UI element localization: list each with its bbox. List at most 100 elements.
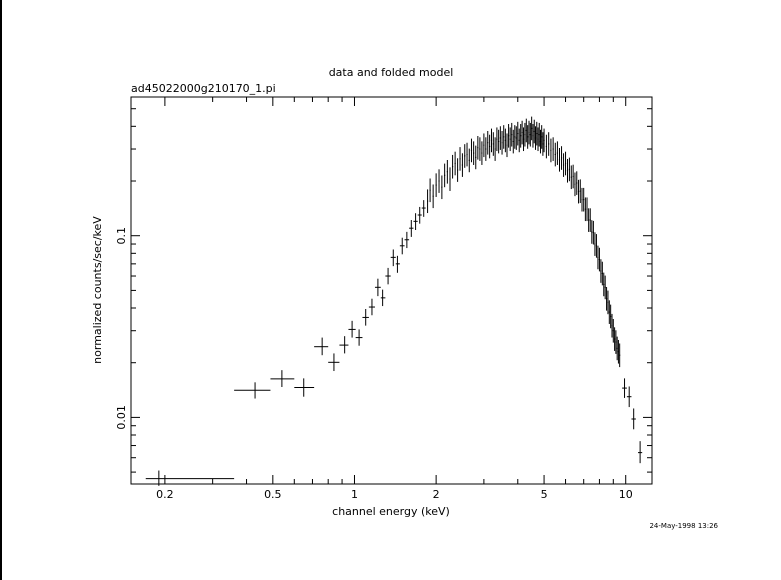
data-point	[577, 179, 580, 204]
chart-title: data and folded model	[329, 66, 454, 79]
data-point	[592, 220, 594, 245]
data-point	[527, 125, 529, 149]
window-left-border	[0, 0, 2, 580]
data-point	[499, 126, 501, 150]
data-point	[539, 129, 542, 154]
data-point	[586, 197, 588, 222]
data-point	[534, 126, 537, 150]
data-point	[489, 134, 491, 159]
data-point	[566, 158, 569, 183]
y-axis-label: normalized counts/sec/keV	[91, 216, 104, 364]
data-point	[631, 408, 636, 430]
data-point	[468, 148, 470, 173]
data-point	[541, 125, 543, 149]
data-point	[483, 133, 485, 158]
data-point	[368, 298, 375, 316]
data-point	[473, 141, 475, 165]
data-point	[617, 339, 620, 364]
data-point	[409, 220, 414, 237]
data-point	[570, 165, 572, 190]
data-point	[581, 187, 583, 212]
data-point	[348, 320, 356, 338]
data-point	[522, 127, 525, 152]
data-point	[503, 125, 505, 149]
data-point	[444, 163, 446, 188]
y-axis-tick-labels: 0.01 0.1	[115, 227, 128, 430]
data-point	[417, 206, 422, 224]
data-point	[515, 126, 517, 150]
data-point	[466, 142, 468, 167]
data-point	[380, 289, 386, 307]
data-point	[560, 146, 563, 170]
x-tick-label: 0.5	[264, 488, 282, 501]
data-point	[552, 137, 554, 161]
data-point	[451, 154, 454, 179]
data-point	[532, 124, 534, 148]
data-point	[528, 120, 530, 145]
x-axis-ticks	[164, 97, 627, 484]
x-tick-label: 10	[619, 488, 633, 501]
data-point	[583, 187, 585, 212]
x-axis-label: channel energy (keV)	[332, 505, 450, 518]
data-point	[610, 304, 612, 329]
data-point	[395, 255, 400, 273]
data-point	[270, 370, 295, 388]
data-point	[421, 200, 426, 217]
data-point	[615, 330, 617, 354]
data-point	[626, 386, 632, 408]
data-point	[572, 164, 574, 189]
data-point	[525, 118, 527, 143]
data-point	[429, 178, 431, 203]
data-point	[294, 378, 315, 397]
data-point	[614, 327, 616, 351]
data-point	[517, 121, 519, 146]
data-point	[487, 130, 489, 155]
y-axis-ticks	[131, 108, 652, 473]
x-tick-label: 0.2	[156, 488, 174, 501]
data-point	[594, 232, 596, 256]
data-point	[638, 441, 643, 464]
data-point	[533, 119, 535, 144]
x-tick-label: 5	[541, 488, 548, 501]
data-point	[477, 136, 479, 160]
data-point	[426, 189, 429, 214]
data-point	[485, 137, 487, 161]
y-tick-label: 0.1	[115, 227, 128, 245]
data-point	[545, 134, 547, 159]
data-point	[459, 147, 461, 171]
data-point	[604, 275, 606, 300]
data-point	[612, 319, 614, 343]
data-point	[514, 125, 516, 149]
data-point	[589, 208, 591, 232]
data-point	[558, 147, 561, 172]
data-point	[584, 197, 586, 222]
data-point	[490, 128, 493, 153]
data-point	[562, 153, 565, 177]
data-point	[531, 116, 533, 141]
data-point	[543, 128, 545, 153]
data-point	[314, 337, 329, 356]
data-point	[550, 138, 552, 163]
data-point	[509, 127, 511, 152]
data-point	[521, 120, 523, 145]
chart-subtitle: ad45022000g210170_1.pi	[131, 82, 276, 95]
data-point	[579, 179, 581, 204]
data-point	[492, 132, 494, 156]
data-point	[568, 157, 570, 182]
data-point	[501, 130, 503, 155]
data-point	[576, 171, 578, 195]
plot-frame	[130, 96, 653, 485]
data-point	[328, 353, 340, 372]
data-point	[464, 144, 466, 168]
data-point	[362, 309, 369, 326]
data-point	[475, 145, 477, 170]
data-point	[591, 220, 593, 244]
data-point	[608, 300, 610, 324]
data-point	[611, 313, 613, 338]
data-point	[518, 128, 520, 153]
data-point	[554, 142, 556, 167]
x-tick-label: 1	[351, 488, 358, 501]
data-point	[605, 287, 608, 311]
data-point	[600, 259, 602, 283]
